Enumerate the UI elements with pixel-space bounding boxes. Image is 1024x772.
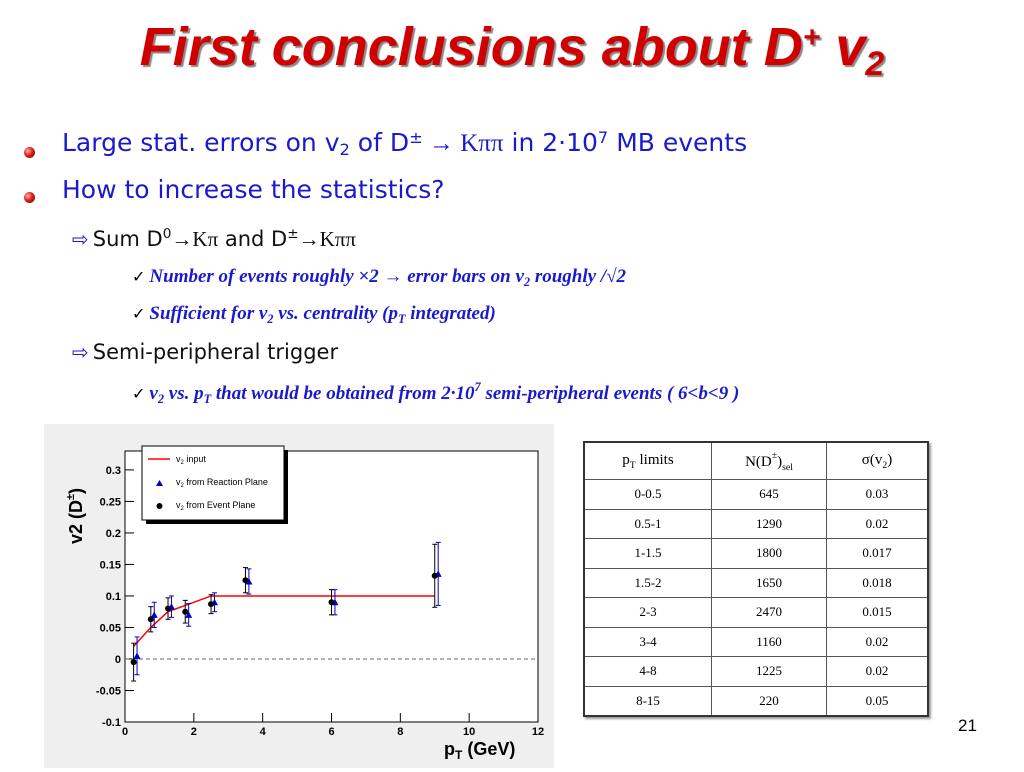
col-header-n-sel: N(D±)sel xyxy=(711,441,827,480)
reaction-plane-point xyxy=(245,577,253,585)
bullet-increase-statistics: How to increase the statistics? xyxy=(62,175,445,204)
cell-pt: 8-15 xyxy=(583,685,712,717)
cell-n: 1290 xyxy=(711,508,827,539)
event-plane-point xyxy=(328,599,335,606)
legend-label-input: v2 input xyxy=(176,454,206,466)
hollow-arrow-icon: ⇨ xyxy=(72,227,89,251)
check-icon: ✓ xyxy=(132,384,146,403)
cell-sigma: 0.015 xyxy=(826,597,929,628)
table-row: 3-4 1160 0.02 xyxy=(583,626,929,657)
cell-pt: 3-4 xyxy=(583,626,712,657)
col-header-pt-limits: pT limits xyxy=(583,441,712,480)
bullet-icon xyxy=(24,147,35,158)
event-plane-point xyxy=(208,601,215,608)
check-item-events-x2: ✓ Number of events roughly ×2 → error bar… xyxy=(132,266,627,289)
y-tick-label: 0.3 xyxy=(106,465,121,477)
x-axis-title: pT (GeV) xyxy=(444,739,515,762)
cell-n: 1160 xyxy=(711,626,827,657)
page-number: 21 xyxy=(958,716,977,735)
cell-sigma: 0.02 xyxy=(826,656,929,687)
cell-sigma: 0.017 xyxy=(826,538,929,569)
y-tick-label: -0.1 xyxy=(102,717,121,729)
cell-pt: 1-1.5 xyxy=(583,538,712,569)
cell-sigma: 0.03 xyxy=(826,479,929,510)
reaction-plane-point xyxy=(150,611,158,618)
event-plane-point xyxy=(182,608,189,615)
cell-n: 1800 xyxy=(711,538,827,569)
hollow-arrow-icon: ⇨ xyxy=(72,340,89,364)
legend: v2 input v2 from Reaction Plane v2 from … xyxy=(141,445,288,524)
plot-canvas: -0.1 -0.05 0 0.05 0.1 0.15 0.2 0.25 0.3 0 2 4 6 8 10 1… xyxy=(65,445,544,762)
x-tick-label: 6 xyxy=(328,726,334,738)
cell-pt: 2-3 xyxy=(583,597,712,628)
cell-n: 1225 xyxy=(711,656,827,687)
cell-n: 2470 xyxy=(711,597,827,628)
slide-title: First conclusions about D+ v2 xyxy=(139,17,885,83)
cell-n: 220 xyxy=(711,685,827,717)
cell-n: 645 xyxy=(711,479,827,510)
x-tick-label: 12 xyxy=(532,726,544,738)
legend-triangle-swatch xyxy=(156,480,163,486)
y-tick-label: 0.1 xyxy=(106,591,121,603)
table-row: 1-1.5 1800 0.017 xyxy=(583,538,929,569)
bullet-icon xyxy=(24,192,35,203)
table-row: 0-0.5 645 0.03 xyxy=(583,479,929,510)
y-tick-label: 0 xyxy=(115,654,121,666)
bullet-large-stat-errors: Large stat. errors on v2 of D± → Kππ in … xyxy=(62,128,748,159)
table-row: 4-8 1225 0.02 xyxy=(583,656,929,687)
x-tick-label: 2 xyxy=(191,726,197,738)
reaction-plane-point xyxy=(185,611,193,618)
sub-bullet-semi-peripheral: ⇨ Semi-peripheral trigger xyxy=(72,340,339,364)
x-tick-label: 10 xyxy=(463,726,475,738)
legend-shadow xyxy=(146,520,288,524)
v2-input-line xyxy=(133,595,435,647)
cell-pt: 4-8 xyxy=(583,656,712,687)
legend-circle-swatch xyxy=(156,503,163,509)
legend-shadow xyxy=(284,450,288,524)
table-header-row: pT limits N(D±)sel σ(v2) xyxy=(583,441,929,480)
event-plane-point xyxy=(147,616,154,623)
check-item-centrality: ✓ Sufficient for v2 vs. centrality (pT in… xyxy=(132,303,496,326)
table-row: 0.5-1 1290 0.02 xyxy=(583,508,929,539)
cell-pt: 0-0.5 xyxy=(583,479,712,510)
cell-pt: 0.5-1 xyxy=(583,508,712,539)
cell-sigma: 0.02 xyxy=(826,508,929,539)
cell-pt: 1.5-2 xyxy=(583,567,712,598)
y-tick-label: 0.25 xyxy=(100,496,121,508)
event-plane-point xyxy=(130,659,137,666)
y-axis-title: v2 (D±) xyxy=(65,488,86,544)
y-tick-label: -0.05 xyxy=(96,685,121,697)
y-tick-label: 0.15 xyxy=(100,559,121,571)
check-icon: ✓ xyxy=(132,267,146,286)
cell-sigma: 0.018 xyxy=(826,567,929,598)
sub-bullet-sum: ⇨ Sum D0→Kπ and D±→Kππ xyxy=(72,226,357,251)
reaction-plane-point xyxy=(133,652,141,659)
v2-vs-pt-plot: -0.1 -0.05 0 0.05 0.1 0.15 0.2 0.25 0.3 0 2 4 6 8 10 1… xyxy=(44,424,554,768)
legend-label-rp: v2 from Reaction Plane xyxy=(176,477,268,489)
cell-sigma: 0.05 xyxy=(826,685,929,717)
x-tick-label: 8 xyxy=(397,726,403,738)
cell-sigma: 0.02 xyxy=(826,626,929,657)
legend-label-ep: v2 from Event Plane xyxy=(176,500,255,512)
check-item-v2-vs-pt: ✓ v2 vs. pT that would be obtained from 2… xyxy=(132,380,740,406)
y-tick-label: 0.2 xyxy=(106,528,121,540)
event-plane-point xyxy=(165,605,172,612)
table-row: 2-3 2470 0.015 xyxy=(583,597,929,628)
event-plane-point xyxy=(242,577,249,584)
col-header-sigma-v2: σ(v2) xyxy=(826,441,929,480)
table-row: 1.5-2 1650 0.018 xyxy=(583,567,929,598)
check-icon: ✓ xyxy=(132,304,146,323)
table-row: 8-15 220 0.05 xyxy=(583,685,929,717)
d-meson-stats-table: pT limits N(D±)sel σ(v2) 0-0.5 645 0.03 0.… xyxy=(583,441,929,717)
x-tick-label: 0 xyxy=(122,726,128,738)
y-tick-label: 0.05 xyxy=(100,622,121,634)
cell-n: 1650 xyxy=(711,567,827,598)
x-tick-label: 4 xyxy=(260,726,267,738)
event-plane-point xyxy=(431,572,438,579)
